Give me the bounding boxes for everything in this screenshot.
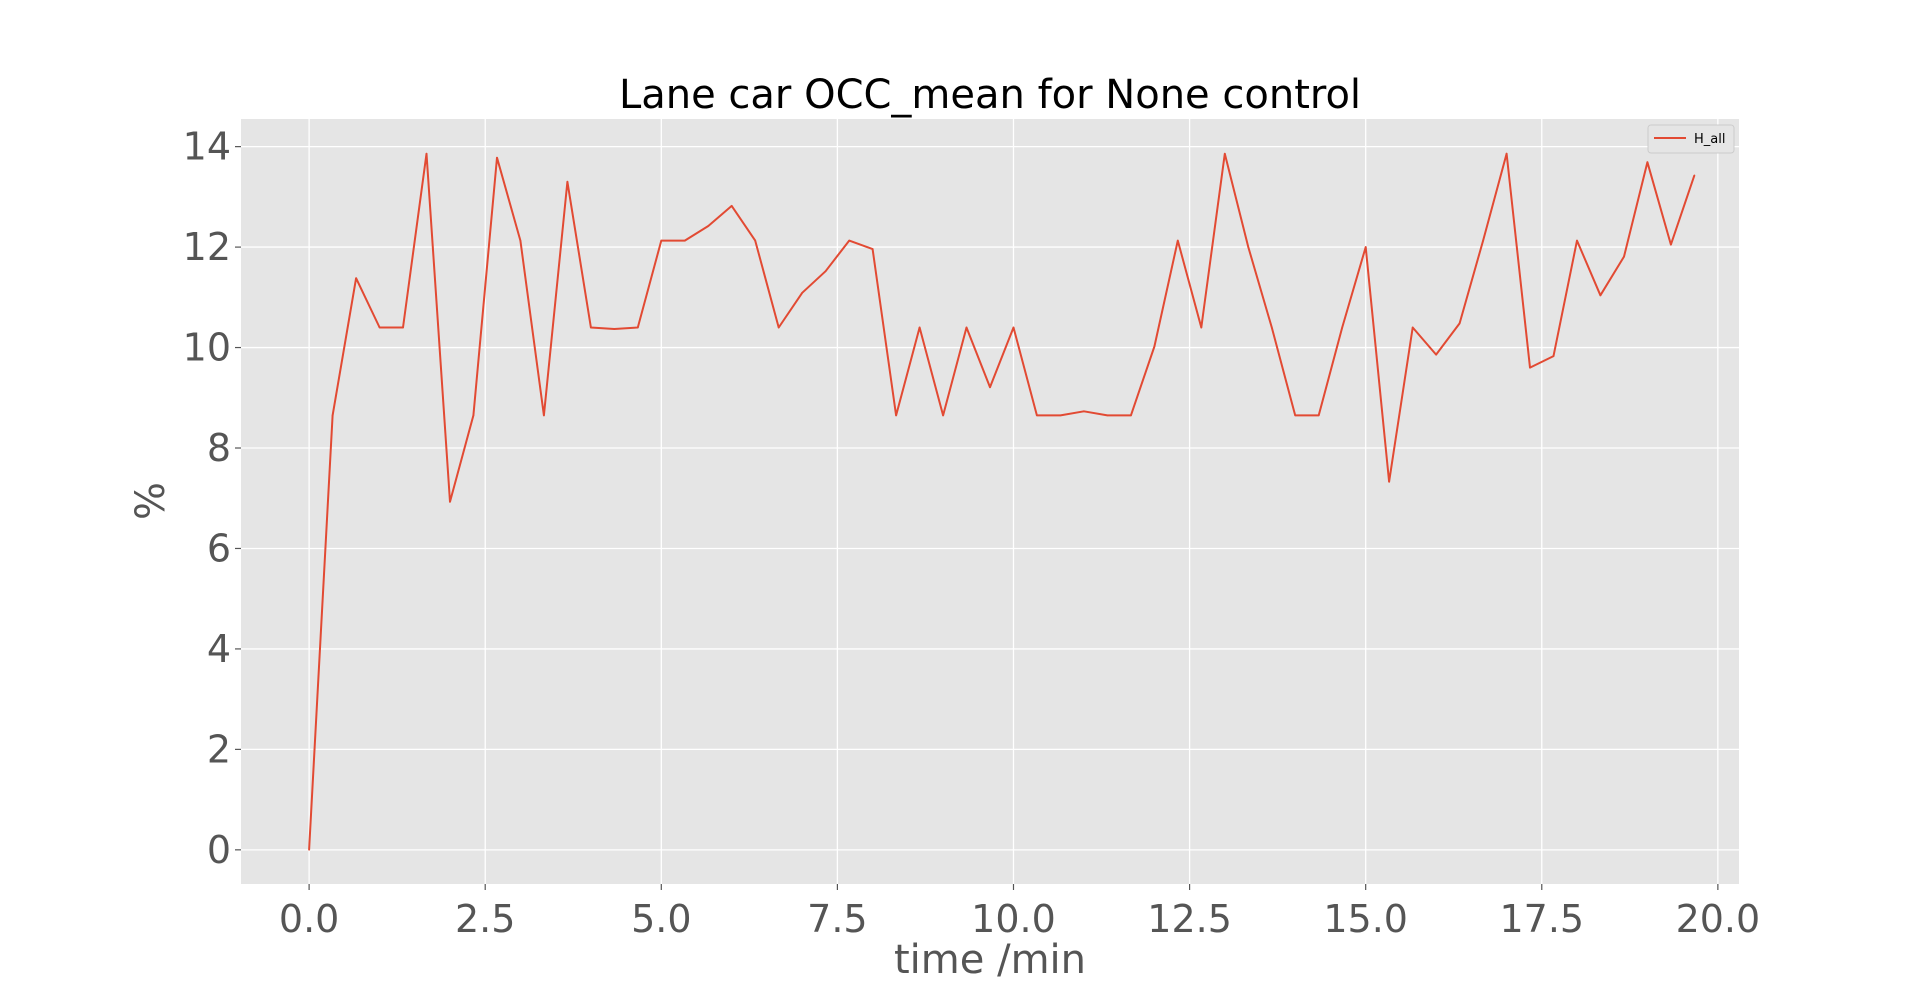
data-point	[566, 180, 569, 183]
data-point	[355, 277, 357, 280]
data-point	[1294, 414, 1297, 417]
data-point	[1458, 322, 1461, 325]
y-tick-label: 8	[207, 426, 231, 470]
data-point	[1388, 480, 1390, 483]
data-point	[1153, 345, 1156, 348]
data-point	[1435, 353, 1437, 356]
series-line-h-all	[308, 152, 1696, 850]
data-point	[637, 326, 639, 329]
data-point	[1036, 414, 1038, 417]
data-point	[1341, 326, 1344, 329]
data-point	[613, 328, 616, 330]
data-point	[871, 248, 874, 250]
y-tick-label: 10	[183, 326, 231, 370]
data-point	[1130, 414, 1132, 417]
data-point	[331, 414, 334, 417]
x-tick-label: 20.0	[1676, 897, 1761, 941]
data-point	[1505, 152, 1508, 155]
x-tick-label: 5.0	[631, 897, 691, 941]
data-point	[683, 239, 686, 242]
data-point	[989, 386, 991, 389]
data-point	[1599, 294, 1602, 297]
y-axis-label: %	[128, 482, 174, 520]
data-point	[1693, 174, 1696, 177]
data-point	[895, 414, 897, 417]
axis-ticks: 0.0 2.5 5.0 7.5 10.0 12.5 15.0 17.5 20.0 0 2 4 6 8 10 1…	[183, 125, 1761, 941]
data-point	[660, 239, 663, 242]
data-point	[1177, 239, 1179, 242]
data-point	[918, 326, 921, 329]
data-point	[730, 205, 733, 207]
data-point	[590, 326, 592, 329]
x-tick-label: 15.0	[1323, 897, 1408, 941]
y-tick-label: 14	[183, 125, 231, 169]
data-point	[1576, 239, 1578, 242]
y-tick-label: 2	[207, 727, 231, 771]
data-point	[1012, 326, 1015, 329]
data-point	[472, 414, 475, 417]
data-point	[965, 326, 968, 329]
data-point	[402, 326, 404, 329]
data-point	[496, 156, 498, 159]
plot-background	[241, 119, 1739, 884]
data-point	[378, 326, 381, 329]
data-point	[1646, 161, 1649, 163]
data-point	[1224, 152, 1226, 155]
legend-label-h-all: H_all	[1694, 132, 1725, 147]
data-point	[1411, 326, 1414, 329]
x-tick-label: 12.5	[1147, 897, 1232, 941]
chart-title: Lane car OCC_mean for None control	[619, 72, 1361, 118]
grid	[241, 119, 1739, 884]
data-point	[543, 414, 545, 417]
data-point	[1623, 255, 1625, 258]
data-point	[1270, 326, 1273, 329]
legend-box	[1647, 124, 1735, 154]
data-point	[1552, 355, 1555, 357]
data-point	[1106, 414, 1109, 417]
data-point	[1083, 410, 1085, 413]
data-point	[1482, 239, 1484, 242]
x-tick-label: 17.5	[1499, 897, 1584, 941]
data-point	[824, 270, 827, 272]
data-point	[1670, 243, 1672, 246]
data-point	[425, 152, 428, 155]
data-point	[519, 239, 522, 242]
data-point	[754, 239, 756, 242]
data-point	[801, 291, 803, 294]
data-point	[777, 326, 780, 329]
x-tick-label: 10.0	[971, 897, 1056, 941]
x-tick-label: 7.5	[807, 897, 867, 941]
data-point	[848, 239, 850, 242]
data-point	[308, 849, 310, 851]
data-point	[1364, 246, 1367, 248]
data-point	[1247, 246, 1250, 248]
data-point	[707, 225, 710, 227]
x-tick-label: 0.0	[279, 897, 339, 941]
data-point	[1529, 366, 1531, 369]
data-point	[942, 414, 944, 417]
data-point	[1200, 326, 1203, 329]
y-tick-label: 6	[207, 526, 231, 570]
data-point	[1317, 414, 1320, 417]
data-point	[1059, 414, 1062, 417]
y-tick-label: 4	[207, 627, 231, 671]
series-group	[308, 152, 1696, 851]
x-axis-label: time /min	[894, 937, 1086, 983]
data-point	[449, 500, 451, 503]
y-tick-label: 0	[207, 828, 231, 872]
y-tick-label: 12	[183, 225, 231, 269]
x-tick-label: 2.5	[455, 897, 515, 941]
legend[interactable]: H_all	[1647, 124, 1735, 154]
